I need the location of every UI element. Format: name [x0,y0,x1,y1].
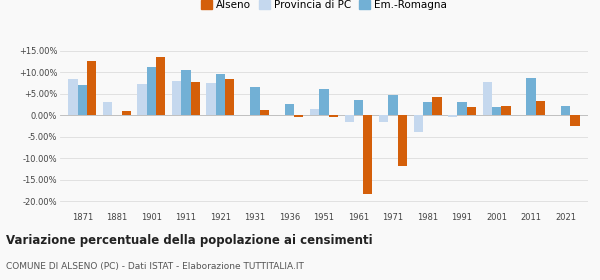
Bar [78,85,87,115]
Bar [561,106,570,115]
Bar [344,115,354,122]
Bar [413,115,423,132]
Bar [156,57,166,115]
Bar [319,88,329,115]
Bar [206,83,216,115]
Bar [137,84,147,115]
Bar [285,104,294,115]
Bar [354,100,363,115]
Bar [423,102,432,115]
Bar [398,115,407,166]
Bar [526,78,536,115]
Bar [570,115,580,126]
Bar [448,115,457,117]
Bar [147,67,156,115]
Bar [388,95,398,115]
Legend: Alseno, Provincia di PC, Em.-Romagna: Alseno, Provincia di PC, Em.-Romagna [198,0,450,13]
Bar [260,111,269,115]
Bar [122,111,131,115]
Bar [467,108,476,115]
Bar [457,102,467,115]
Bar [216,74,225,115]
Bar [492,108,501,115]
Bar [181,70,191,115]
Bar [501,106,511,115]
Bar [363,115,373,194]
Bar [250,87,260,115]
Bar [482,82,492,115]
Text: Variazione percentuale della popolazione ai censimenti: Variazione percentuale della popolazione… [6,234,373,247]
Bar [87,60,97,115]
Bar [294,115,304,117]
Text: COMUNE DI ALSENO (PC) - Dati ISTAT - Elaborazione TUTTITALIA.IT: COMUNE DI ALSENO (PC) - Dati ISTAT - Ela… [6,262,304,271]
Bar [103,102,112,115]
Bar [310,109,319,115]
Bar [225,80,235,115]
Bar [379,115,388,122]
Bar [432,97,442,115]
Bar [329,115,338,116]
Bar [68,79,78,115]
Bar [536,101,545,115]
Bar [191,82,200,115]
Bar [172,81,181,115]
